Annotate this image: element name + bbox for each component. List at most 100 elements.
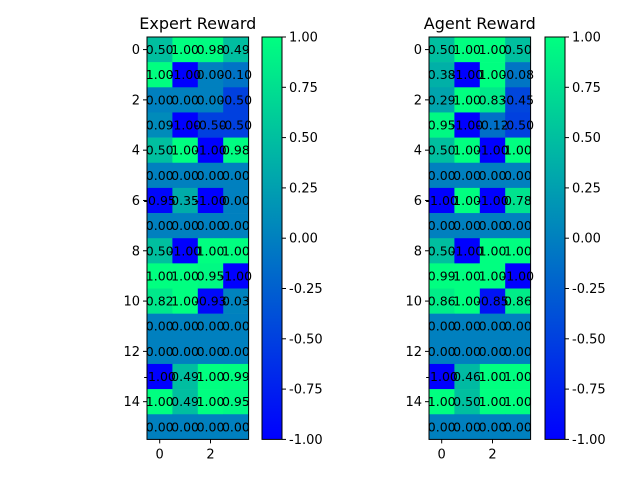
x-tick-label: 2 (206, 447, 214, 462)
cell-label: 1.00 (428, 394, 456, 409)
heatmap-cell (147, 389, 173, 415)
heatmap-cell (172, 213, 199, 239)
heatmap-cell (429, 162, 455, 189)
cell-label: 0.49 (222, 42, 250, 57)
heatmap-cell (223, 112, 249, 138)
cell-label: 0.00 (197, 344, 225, 359)
cell-label: 1.00 (453, 92, 481, 107)
heatmap-cell (479, 238, 506, 264)
heatmap-cell (172, 414, 199, 440)
cell-label: -1.00 (194, 193, 226, 208)
cell-label: 0.29 (428, 92, 456, 107)
cell-label: 0.00 (222, 193, 250, 208)
heatmap-cell (454, 338, 481, 365)
cell-label: -0.50 (502, 118, 534, 133)
cell-label: 0.50 (428, 143, 456, 158)
heatmap-cell (454, 162, 481, 189)
heatmap-cell (172, 37, 199, 63)
cell-label: -1.00 (426, 193, 458, 208)
y-tick-label: 14 (123, 395, 140, 410)
cell-label: 0.00 (197, 319, 225, 334)
cell-label: 1.00 (504, 243, 532, 258)
cell-label: 1.00 (479, 67, 507, 82)
cell-label: 0.00 (222, 168, 250, 183)
heatmap-panel-1: Agent Reward0.501.001.000.500.38-1.001.0… (405, 14, 605, 462)
heatmap-cell (197, 62, 224, 88)
heatmap-cell (429, 238, 455, 264)
cell-label: 0.49 (171, 394, 199, 409)
heatmap-cell (454, 238, 481, 264)
cell-label: 1.00 (479, 268, 507, 283)
colorbar-tick-label: -1.00 (572, 433, 606, 448)
cell-label: 1.00 (197, 369, 225, 384)
heatmap-cell (479, 62, 506, 88)
heatmap-cell (505, 338, 531, 365)
colorbar-tick-label: 0.25 (572, 181, 601, 196)
cell-label: -0.50 (194, 118, 226, 133)
heatmap-cell (223, 338, 249, 365)
y-tick-label: 0 (132, 43, 140, 58)
cell-label: 0.00 (428, 218, 456, 233)
cell-label: 0.00 (504, 319, 532, 334)
cell-label: -0.50 (220, 92, 252, 107)
cell-label: 1.00 (171, 42, 199, 57)
chart-title: Agent Reward (424, 14, 536, 33)
heatmap-cell (223, 187, 249, 214)
heatmap-cell (147, 288, 173, 314)
y-tick-label: 12 (123, 345, 140, 360)
heatmap-cell (505, 62, 531, 88)
cell-label: 0.00 (171, 344, 199, 359)
heatmap-cell (147, 187, 173, 214)
cell-label: 0.00 (146, 168, 174, 183)
heatmap-cell (223, 363, 249, 390)
cell-label: 0.00 (479, 319, 507, 334)
cell-label: 0.86 (428, 294, 456, 309)
cell-label: 0.98 (197, 42, 225, 57)
y-tick-label: 10 (123, 295, 140, 310)
cell-label: 0.09 (146, 118, 174, 133)
cell-label: 0.95 (197, 268, 225, 283)
heatmap-cell (197, 288, 224, 314)
y-tick-label: 8 (414, 244, 422, 259)
heatmap-cell (147, 263, 173, 289)
heatmap-cell (454, 62, 481, 88)
heatmap-cell (505, 87, 531, 113)
y-tick-label: 14 (405, 395, 422, 410)
heatmap-cell (479, 288, 506, 314)
heatmap-cell (505, 137, 531, 164)
heatmap-cell (172, 87, 199, 113)
cell-label: 0.38 (428, 67, 456, 82)
heatmap-cell (172, 62, 199, 88)
heatmap-cell (172, 363, 199, 390)
cell-label: 1.00 (504, 143, 532, 158)
heatmap-cell (223, 313, 249, 340)
heatmap-cell (479, 87, 506, 113)
colorbar (544, 36, 566, 440)
colorbar-tick-label: 0.50 (289, 131, 318, 146)
cell-label: 1.00 (453, 143, 481, 158)
heatmap-cell (505, 414, 531, 440)
heatmap-cell (454, 263, 481, 289)
cell-label: -0.50 (220, 118, 252, 133)
heatmap-cell (197, 338, 224, 365)
colorbar-tick-label: -1.00 (289, 433, 323, 448)
cell-label: 1.00 (146, 268, 174, 283)
heatmap-cell (223, 238, 249, 264)
heatmap-cell (479, 263, 506, 289)
colorbar-tick-label: 0.00 (289, 232, 318, 247)
cell-label: 0.99 (428, 268, 456, 283)
axes-frame (146, 36, 250, 440)
heatmap-cell (429, 338, 455, 365)
cell-label: 0.82 (146, 294, 174, 309)
heatmap-cell (223, 137, 249, 164)
heatmap-cell (454, 288, 481, 314)
colorbar-tick-label: -0.50 (572, 332, 606, 347)
cell-label: 0.00 (428, 168, 456, 183)
chart-title: Expert Reward (139, 14, 256, 33)
cell-label: 0.50 (146, 243, 174, 258)
heatmap-cell (223, 288, 249, 314)
cell-label: 0.00 (197, 218, 225, 233)
cell-label: 0.00 (171, 218, 199, 233)
heatmap-cell (479, 338, 506, 365)
